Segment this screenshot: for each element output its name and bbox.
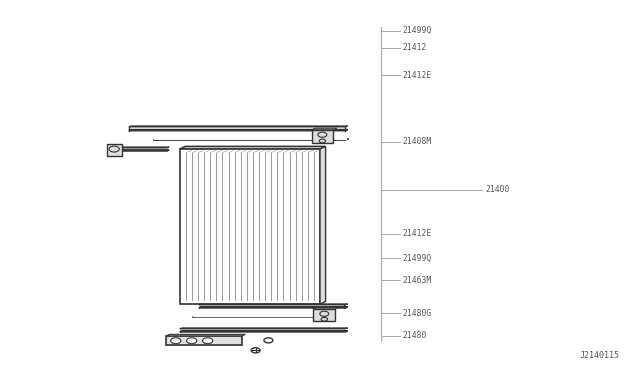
Polygon shape — [199, 304, 348, 305]
Text: 21480G: 21480G — [403, 309, 432, 318]
Text: 21499Q: 21499Q — [403, 253, 432, 263]
Text: 21412: 21412 — [403, 43, 428, 52]
Polygon shape — [180, 149, 320, 304]
Polygon shape — [129, 129, 348, 131]
Text: 21499Q: 21499Q — [403, 26, 432, 35]
Polygon shape — [320, 147, 326, 304]
Text: 21463M: 21463M — [403, 276, 432, 285]
Text: 21412E: 21412E — [403, 230, 432, 238]
Circle shape — [264, 338, 273, 343]
Text: 21408M: 21408M — [403, 137, 432, 146]
Polygon shape — [116, 150, 169, 151]
Polygon shape — [180, 331, 348, 332]
Polygon shape — [199, 307, 348, 308]
Polygon shape — [312, 130, 333, 143]
Text: 21480: 21480 — [403, 331, 428, 340]
Circle shape — [187, 338, 197, 344]
Polygon shape — [193, 316, 328, 317]
Polygon shape — [154, 139, 348, 140]
Polygon shape — [166, 336, 242, 345]
Polygon shape — [106, 144, 122, 157]
Polygon shape — [116, 147, 169, 148]
Polygon shape — [166, 334, 245, 336]
Text: J2140115: J2140115 — [579, 350, 620, 359]
Polygon shape — [180, 147, 326, 149]
Polygon shape — [312, 128, 337, 130]
Circle shape — [251, 348, 260, 353]
Circle shape — [171, 338, 181, 344]
Circle shape — [202, 338, 212, 344]
Polygon shape — [129, 126, 348, 127]
Polygon shape — [313, 307, 339, 309]
Polygon shape — [313, 309, 335, 321]
Text: 21400: 21400 — [486, 185, 510, 194]
Text: 21412E: 21412E — [403, 71, 432, 80]
Polygon shape — [180, 328, 348, 329]
